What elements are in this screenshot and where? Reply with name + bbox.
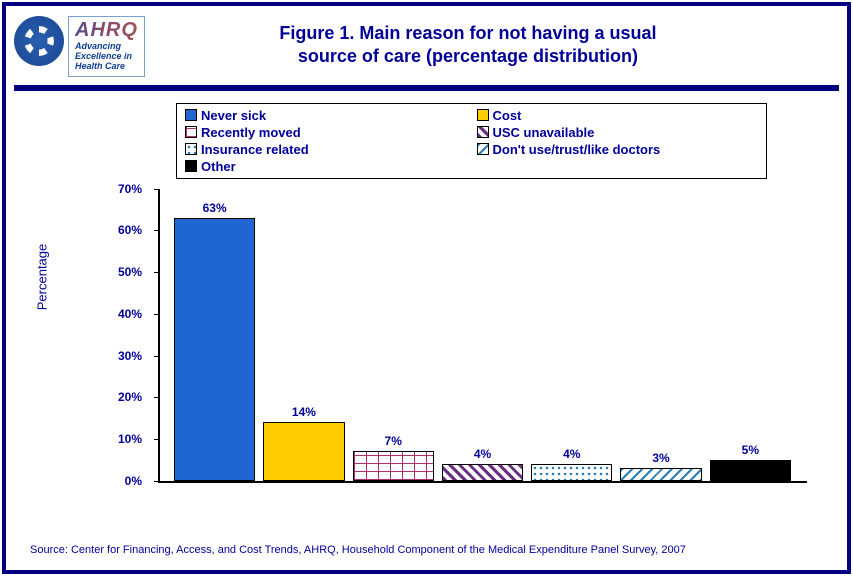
header-divider [14,85,839,91]
y-tick-label: 50% [118,265,142,279]
bar-slot: 63% [174,189,255,481]
y-tick-label: 10% [118,432,142,446]
legend-item: Cost [477,108,759,123]
figure-frame: AHRQ Advancing Excellence in Health Care… [2,2,851,574]
legend-swatch [185,160,197,172]
y-tick [154,230,160,231]
bar-value-label: 4% [474,447,491,461]
legend-item: Don't use/trust/like doctors [477,142,759,157]
bar-slot: 14% [263,189,344,481]
y-axis-label: Percentage [35,243,50,310]
y-tick [154,356,160,357]
bar: 14% [263,422,344,480]
bar: 3% [620,468,701,481]
bar-slot: 5% [710,189,791,481]
legend-item: USC unavailable [477,125,759,140]
bar-value-label: 5% [742,443,759,457]
y-tick-label: 0% [125,474,142,488]
hhs-seal-icon [14,16,64,66]
y-tick [154,272,160,273]
ahrq-tagline-3: Health Care [75,62,138,72]
bar-value-label: 63% [203,201,227,215]
y-tick [154,481,160,482]
legend-label: Recently moved [201,125,301,140]
chart-area: Never sick Cost Recently moved USC unavaila… [36,103,817,523]
bar-slot: 3% [620,189,701,481]
y-tick-label: 40% [118,307,142,321]
legend-label: USC unavailable [493,125,595,140]
figure-title: Figure 1. Main reason for not having a u… [145,16,831,69]
bar-value-label: 4% [563,447,580,461]
header: AHRQ Advancing Excellence in Health Care… [6,6,847,83]
legend-swatch [185,126,197,138]
bar: 63% [174,218,255,481]
bar-slot: 7% [353,189,434,481]
legend-swatch [185,109,197,121]
bar-slot: 4% [531,189,612,481]
legend-item: Insurance related [185,142,467,157]
y-tick-label: 70% [118,182,142,196]
y-tick [154,439,160,440]
y-tick [154,397,160,398]
logo-group: AHRQ Advancing Excellence in Health Care [14,16,145,77]
bar-value-label: 3% [652,451,669,465]
y-tick [154,189,160,190]
legend-item: Other [185,159,467,174]
ahrq-badge: AHRQ Advancing Excellence in Health Care [68,16,145,77]
title-line-1: Figure 1. Main reason for not having a u… [145,22,791,45]
bars-container: 63%14%7%4%4%3%5% [168,189,797,481]
legend: Never sick Cost Recently moved USC unavaila… [176,103,767,179]
legend-label: Never sick [201,108,266,123]
legend-swatch [185,143,197,155]
legend-item: Recently moved [185,125,467,140]
legend-label: Other [201,159,236,174]
plot-area: Percentage 0%10%20%30%40%50%60%70% 63%14… [106,189,807,483]
legend-swatch [477,143,489,155]
y-tick-label: 20% [118,390,142,404]
ahrq-wordmark: AHRQ [75,19,138,42]
bar-value-label: 14% [292,405,316,419]
bar-slot: 4% [442,189,523,481]
bar: 4% [531,464,612,481]
y-tick [154,314,160,315]
bar: 7% [353,451,434,480]
y-tick-label: 30% [118,349,142,363]
y-tick-label: 60% [118,223,142,237]
source-note: Source: Center for Financing, Access, an… [30,544,686,556]
bar: 5% [710,460,791,481]
legend-swatch [477,109,489,121]
legend-swatch [477,126,489,138]
bar: 4% [442,464,523,481]
legend-label: Don't use/trust/like doctors [493,142,661,157]
legend-label: Insurance related [201,142,309,157]
legend-item: Never sick [185,108,467,123]
legend-label: Cost [493,108,522,123]
title-line-2: source of care (percentage distribution) [145,45,791,68]
bar-value-label: 7% [385,434,402,448]
